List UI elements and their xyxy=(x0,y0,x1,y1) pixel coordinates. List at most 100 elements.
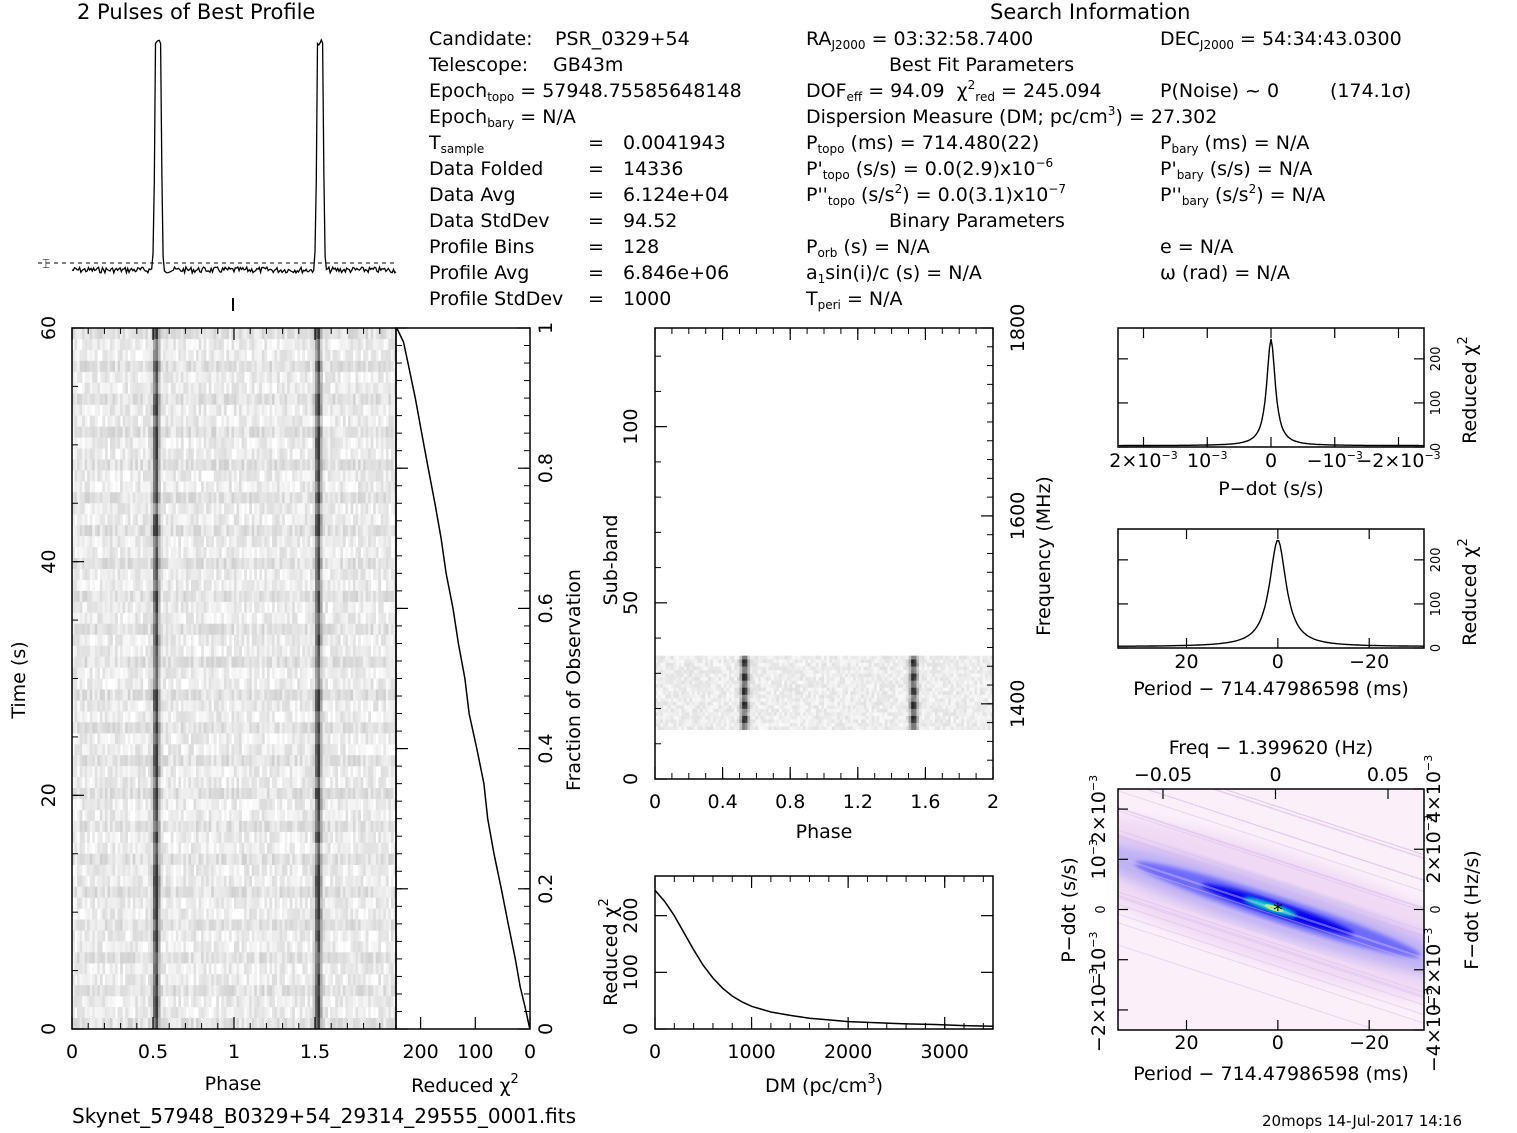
tp-cell xyxy=(120,393,123,405)
tp-cell xyxy=(335,525,339,537)
tp-cell xyxy=(312,514,316,526)
tp-cell xyxy=(330,667,334,679)
tp-cell xyxy=(97,514,101,526)
tp-cell xyxy=(363,590,366,603)
tp-cell xyxy=(122,656,126,668)
tp-cell xyxy=(107,601,111,614)
tp-cell xyxy=(246,481,250,493)
tp-cell xyxy=(388,788,392,800)
tp-cell xyxy=(277,514,280,526)
tp-cell xyxy=(352,448,356,460)
tp-cell xyxy=(153,536,156,548)
tp-cell xyxy=(254,415,258,427)
tp-cell xyxy=(347,689,351,701)
tp-cell xyxy=(393,623,396,635)
tp-cell xyxy=(373,448,377,460)
tp-cell xyxy=(244,645,247,657)
tp-cell xyxy=(385,766,389,778)
tp-cell xyxy=(259,349,263,362)
tp-cell xyxy=(241,393,245,405)
tp-cell xyxy=(173,415,177,427)
tp-cell xyxy=(378,492,382,504)
tp-cell xyxy=(92,503,96,515)
tp-cell xyxy=(375,558,379,570)
tp-cell xyxy=(213,360,217,373)
tp-cell xyxy=(145,667,149,679)
tp-cell xyxy=(145,415,149,427)
tp-cell xyxy=(79,481,83,493)
tp-cell xyxy=(385,415,389,427)
tp-cell xyxy=(109,590,113,603)
tp-cell xyxy=(368,426,371,438)
tp-cell xyxy=(122,777,126,789)
tp-cell xyxy=(188,393,192,405)
tp-cell xyxy=(279,656,283,668)
tp-cell xyxy=(340,645,344,657)
tp-cell xyxy=(132,700,136,712)
tp-cell xyxy=(158,558,161,570)
tp-cell xyxy=(363,766,366,778)
tp-cell xyxy=(79,525,83,537)
tp-cell xyxy=(322,536,326,548)
tp-cell xyxy=(271,568,275,581)
tp-cell xyxy=(79,700,83,712)
tp-cell xyxy=(99,733,103,745)
tp-cell xyxy=(368,393,371,405)
tp-cell xyxy=(94,777,98,789)
tp-cell xyxy=(145,579,149,592)
tp-cell xyxy=(385,503,389,515)
tp-cell xyxy=(244,328,247,340)
tp-cell xyxy=(299,788,303,800)
tp-cell xyxy=(244,766,247,778)
tp-cell xyxy=(211,481,215,493)
tp-cell xyxy=(241,788,245,800)
tp-cell xyxy=(390,634,394,646)
tp-cell xyxy=(213,634,217,646)
tp-cell xyxy=(337,415,341,427)
tp-cell xyxy=(231,700,235,712)
tp-cell xyxy=(203,733,207,745)
tp-cell xyxy=(249,371,253,384)
tp-cell xyxy=(297,744,301,756)
tp-cell xyxy=(363,547,366,559)
tp-cell xyxy=(322,656,326,668)
tp-cell xyxy=(97,700,101,712)
tp-cell xyxy=(325,371,328,384)
tp-cell xyxy=(337,349,341,362)
tp-cell xyxy=(289,667,293,679)
tp-cell xyxy=(104,426,108,438)
tp-cell xyxy=(183,568,187,581)
tp-cell xyxy=(327,371,331,384)
tp-cell xyxy=(87,525,91,537)
tp-cell xyxy=(226,612,230,625)
tp-cell xyxy=(102,503,106,515)
tp-cell xyxy=(249,722,253,734)
tp-cell xyxy=(77,503,80,515)
tp-cell xyxy=(127,360,131,373)
tp-cell xyxy=(206,525,209,537)
tp-cell xyxy=(228,328,232,340)
tp-cell xyxy=(375,393,379,405)
tp-cell xyxy=(244,678,247,690)
tp-cell xyxy=(234,481,237,493)
tp-cell xyxy=(193,579,197,592)
tp-cell xyxy=(145,590,149,603)
tp-cell xyxy=(117,645,121,657)
tp-cell xyxy=(236,415,240,427)
tp-cell xyxy=(307,360,311,373)
tp-cell xyxy=(307,393,311,405)
tp-cell xyxy=(79,349,83,362)
tp-cell xyxy=(289,437,293,449)
tp-cell xyxy=(388,722,392,734)
tp-cell xyxy=(360,755,364,767)
tp-cell xyxy=(94,689,98,701)
tp-cell xyxy=(309,612,313,625)
tp-cell xyxy=(170,568,174,581)
tp-cell xyxy=(390,623,394,635)
tp-cell xyxy=(216,689,220,701)
tp-cell xyxy=(325,360,328,373)
tp-cell xyxy=(127,547,131,559)
tp-cell xyxy=(99,579,103,592)
tp-cell xyxy=(99,503,103,515)
tp-cell xyxy=(165,360,169,373)
